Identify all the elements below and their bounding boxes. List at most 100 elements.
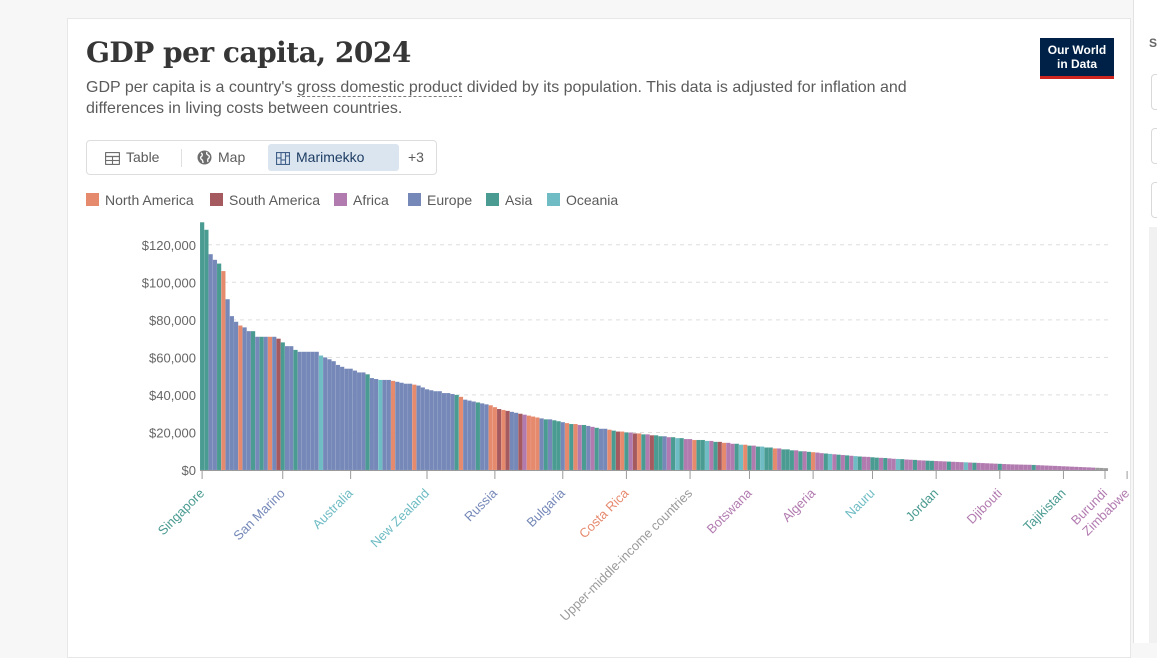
bar[interactable] (568, 423, 574, 471)
bar[interactable] (725, 442, 731, 471)
bar[interactable] (305, 351, 311, 471)
bar[interactable] (1090, 467, 1096, 471)
bar[interactable] (959, 461, 964, 471)
bar[interactable] (335, 364, 341, 471)
bar[interactable] (314, 351, 319, 471)
bar[interactable] (976, 462, 981, 471)
bar[interactable] (649, 435, 655, 471)
bar[interactable] (238, 325, 243, 471)
bar[interactable] (1056, 465, 1062, 471)
bar[interactable] (322, 357, 328, 471)
tab-marimekko[interactable]: Marimekko (268, 144, 399, 171)
bar[interactable] (411, 384, 417, 471)
bar[interactable] (933, 460, 939, 471)
bar[interactable] (535, 417, 540, 471)
bar[interactable] (424, 389, 430, 471)
bar[interactable] (492, 406, 498, 471)
bar[interactable] (416, 385, 421, 471)
bar[interactable] (390, 380, 396, 471)
bar[interactable] (704, 440, 710, 471)
bar[interactable] (403, 383, 409, 471)
bar[interactable] (310, 351, 315, 471)
bar[interactable] (602, 428, 608, 471)
bar[interactable] (373, 378, 379, 471)
x-tick-label[interactable]: Tajikistan (1020, 486, 1068, 534)
bar[interactable] (221, 270, 226, 471)
bar[interactable] (751, 445, 757, 471)
bar[interactable] (556, 421, 561, 471)
bar[interactable] (560, 421, 566, 471)
bar[interactable] (916, 460, 922, 471)
bar[interactable] (1035, 464, 1041, 471)
bar[interactable] (806, 451, 812, 471)
bar[interactable] (823, 453, 829, 471)
bar[interactable] (276, 338, 281, 471)
bar[interactable] (1069, 466, 1075, 471)
bar[interactable] (462, 399, 468, 471)
bar[interactable] (624, 432, 629, 471)
bar[interactable] (445, 392, 451, 471)
bar[interactable] (378, 379, 383, 471)
bar[interactable] (670, 436, 676, 471)
bar[interactable] (216, 263, 222, 471)
bar[interactable] (1099, 467, 1104, 471)
bar[interactable] (509, 411, 515, 471)
bar[interactable] (658, 436, 663, 471)
panel-control[interactable] (1151, 182, 1157, 218)
bar[interactable] (1014, 464, 1020, 471)
subtitle-term-link[interactable]: gross domestic product (296, 79, 463, 97)
bar[interactable] (793, 450, 799, 471)
bar[interactable] (433, 391, 438, 471)
bar[interactable] (441, 392, 447, 471)
bar[interactable] (437, 391, 443, 471)
bar[interactable] (641, 434, 646, 471)
bar[interactable] (522, 414, 527, 471)
x-tick-label[interactable]: San Marino (230, 486, 288, 544)
scrollbar[interactable] (1149, 227, 1157, 643)
bar[interactable] (687, 438, 693, 471)
bar[interactable] (742, 444, 748, 471)
bar[interactable] (717, 441, 723, 471)
bar[interactable] (989, 463, 994, 471)
bar[interactable] (450, 393, 455, 471)
bar[interactable] (666, 436, 672, 471)
bar[interactable] (874, 457, 880, 471)
x-tick-label[interactable]: Botswana (704, 485, 756, 537)
bar[interactable] (1048, 465, 1054, 471)
bar[interactable] (356, 372, 362, 471)
bar[interactable] (789, 450, 795, 471)
bar[interactable] (552, 420, 557, 471)
bar[interactable] (475, 402, 481, 471)
bar[interactable] (946, 461, 952, 471)
bar[interactable] (484, 404, 489, 471)
bar[interactable] (802, 451, 807, 471)
bar[interactable] (895, 458, 901, 471)
bar[interactable] (1039, 465, 1045, 471)
bar[interactable] (632, 433, 638, 471)
bar[interactable] (882, 457, 888, 471)
bar[interactable] (339, 366, 345, 471)
x-tick-label[interactable]: Costa Rica (576, 485, 632, 541)
bar[interactable] (683, 438, 689, 471)
bar[interactable] (361, 372, 366, 471)
bar[interactable] (242, 327, 247, 471)
bar[interactable] (365, 374, 370, 471)
bar[interactable] (331, 360, 336, 471)
bar[interactable] (297, 351, 303, 471)
bar[interactable] (878, 457, 884, 471)
bar[interactable] (318, 355, 324, 471)
bar[interactable] (662, 436, 667, 471)
bar[interactable] (810, 452, 816, 471)
panel-control[interactable] (1151, 128, 1157, 164)
bar[interactable] (942, 461, 947, 471)
bar[interactable] (280, 342, 286, 471)
bar[interactable] (853, 455, 858, 471)
bar[interactable] (730, 443, 735, 471)
x-tick-label[interactable]: Djibouti (964, 485, 1005, 526)
bar[interactable] (679, 437, 684, 471)
x-tick-label[interactable]: Nauru (842, 486, 878, 522)
bar[interactable] (755, 446, 761, 471)
bar[interactable] (611, 430, 617, 471)
bar[interactable] (467, 400, 472, 471)
bar[interactable] (454, 394, 460, 471)
